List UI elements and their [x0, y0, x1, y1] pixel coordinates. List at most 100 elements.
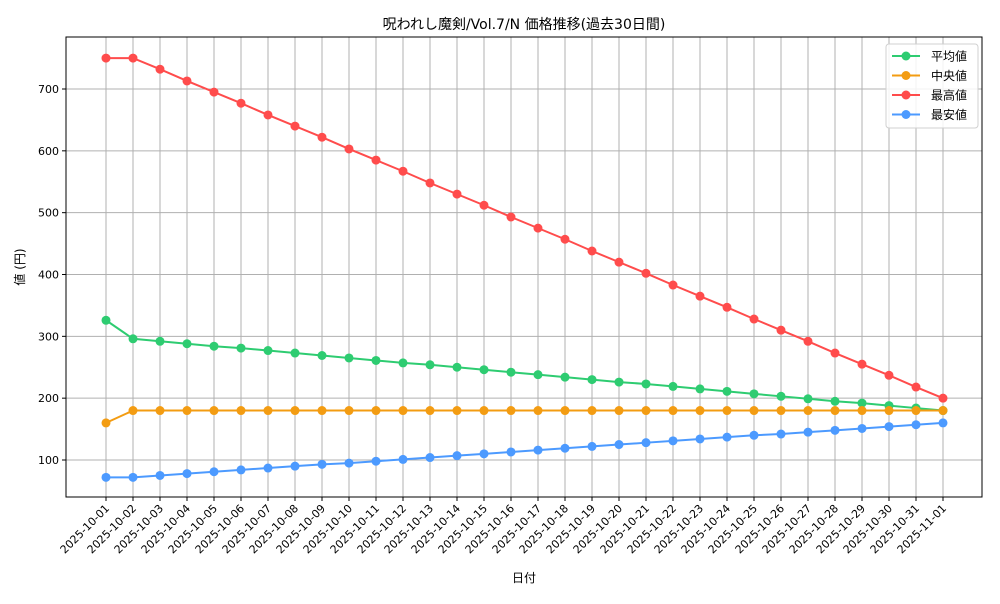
data-point [506, 212, 516, 222]
data-point [560, 234, 570, 244]
data-point [641, 268, 651, 278]
data-point [749, 389, 759, 399]
data-point [776, 391, 786, 401]
legend-box [885, 43, 979, 129]
data-point [317, 351, 327, 361]
data-point [695, 434, 705, 444]
y-tick-label: 300 [38, 330, 59, 343]
data-point [938, 406, 948, 416]
data-point [560, 406, 570, 416]
data-point [614, 257, 624, 267]
data-point [317, 132, 327, 142]
data-point [776, 325, 786, 335]
data-point [317, 406, 327, 416]
data-point [479, 200, 489, 210]
data-point [290, 121, 300, 131]
data-point [479, 365, 489, 375]
y-axis-label: 値 (円) [12, 248, 27, 285]
data-point [857, 423, 867, 433]
data-point [722, 386, 732, 396]
x-axis: 2025-10-012025-10-022025-10-032025-10-04… [58, 497, 949, 556]
legend-label: 最安値 [931, 107, 967, 122]
data-point [182, 76, 192, 86]
data-point [803, 336, 813, 346]
data-point [722, 302, 732, 312]
data-point [236, 98, 246, 108]
data-point [911, 406, 921, 416]
data-point [938, 393, 948, 403]
data-point [101, 53, 111, 63]
data-point [452, 362, 462, 372]
data-point [344, 458, 354, 468]
data-point [668, 436, 678, 446]
y-tick-label: 400 [38, 269, 59, 282]
data-point [290, 461, 300, 471]
data-point [236, 406, 246, 416]
data-point [668, 280, 678, 290]
data-point [155, 64, 165, 74]
data-point [641, 406, 651, 416]
data-point [263, 406, 273, 416]
data-point [533, 406, 543, 416]
data-point [884, 370, 894, 380]
data-point [695, 291, 705, 301]
data-point [533, 445, 543, 455]
series-最高値 [101, 53, 948, 403]
y-tick-label: 100 [38, 454, 59, 467]
data-point [803, 427, 813, 437]
data-point [695, 406, 705, 416]
data-point [749, 430, 759, 440]
data-point [263, 110, 273, 120]
data-point [587, 441, 597, 451]
data-point [560, 372, 570, 382]
data-point [344, 406, 354, 416]
data-point [506, 406, 516, 416]
data-point [587, 375, 597, 385]
legend-marker [901, 90, 911, 100]
data-point [641, 379, 651, 389]
data-point [155, 336, 165, 346]
data-point [452, 406, 462, 416]
chart-title: 呪われし魔剣/Vol.7/N 価格推移(過去30日間) [383, 17, 666, 33]
series-line [106, 421, 944, 479]
data-point [182, 339, 192, 349]
data-point [479, 449, 489, 459]
data-point [209, 406, 219, 416]
data-point [398, 454, 408, 464]
data-point [452, 189, 462, 199]
data-point [479, 406, 489, 416]
data-point [398, 166, 408, 176]
data-point [749, 406, 759, 416]
data-point [398, 406, 408, 416]
data-point [884, 406, 894, 416]
data-point [425, 360, 435, 370]
legend-marker [901, 51, 911, 61]
data-point [182, 406, 192, 416]
series-line [105, 409, 943, 424]
data-point [101, 418, 111, 428]
data-point [614, 377, 624, 387]
data-point [128, 472, 138, 482]
data-point [533, 370, 543, 380]
data-point [749, 314, 759, 324]
x-axis-label: 日付 [512, 571, 536, 585]
series-line [106, 57, 944, 400]
data-point [587, 246, 597, 256]
data-point [614, 440, 624, 450]
data-point [911, 420, 921, 430]
series-最安値 [101, 418, 948, 482]
plot-area-frame [65, 36, 983, 498]
data-point [857, 406, 867, 416]
data-point [506, 447, 516, 457]
data-point [290, 406, 300, 416]
grid-lines [66, 37, 982, 497]
data-point [263, 346, 273, 356]
data-point [155, 470, 165, 480]
data-point [830, 425, 840, 435]
data-point [371, 155, 381, 165]
data-point [830, 348, 840, 358]
data-point [911, 382, 921, 392]
data-point [884, 422, 894, 432]
